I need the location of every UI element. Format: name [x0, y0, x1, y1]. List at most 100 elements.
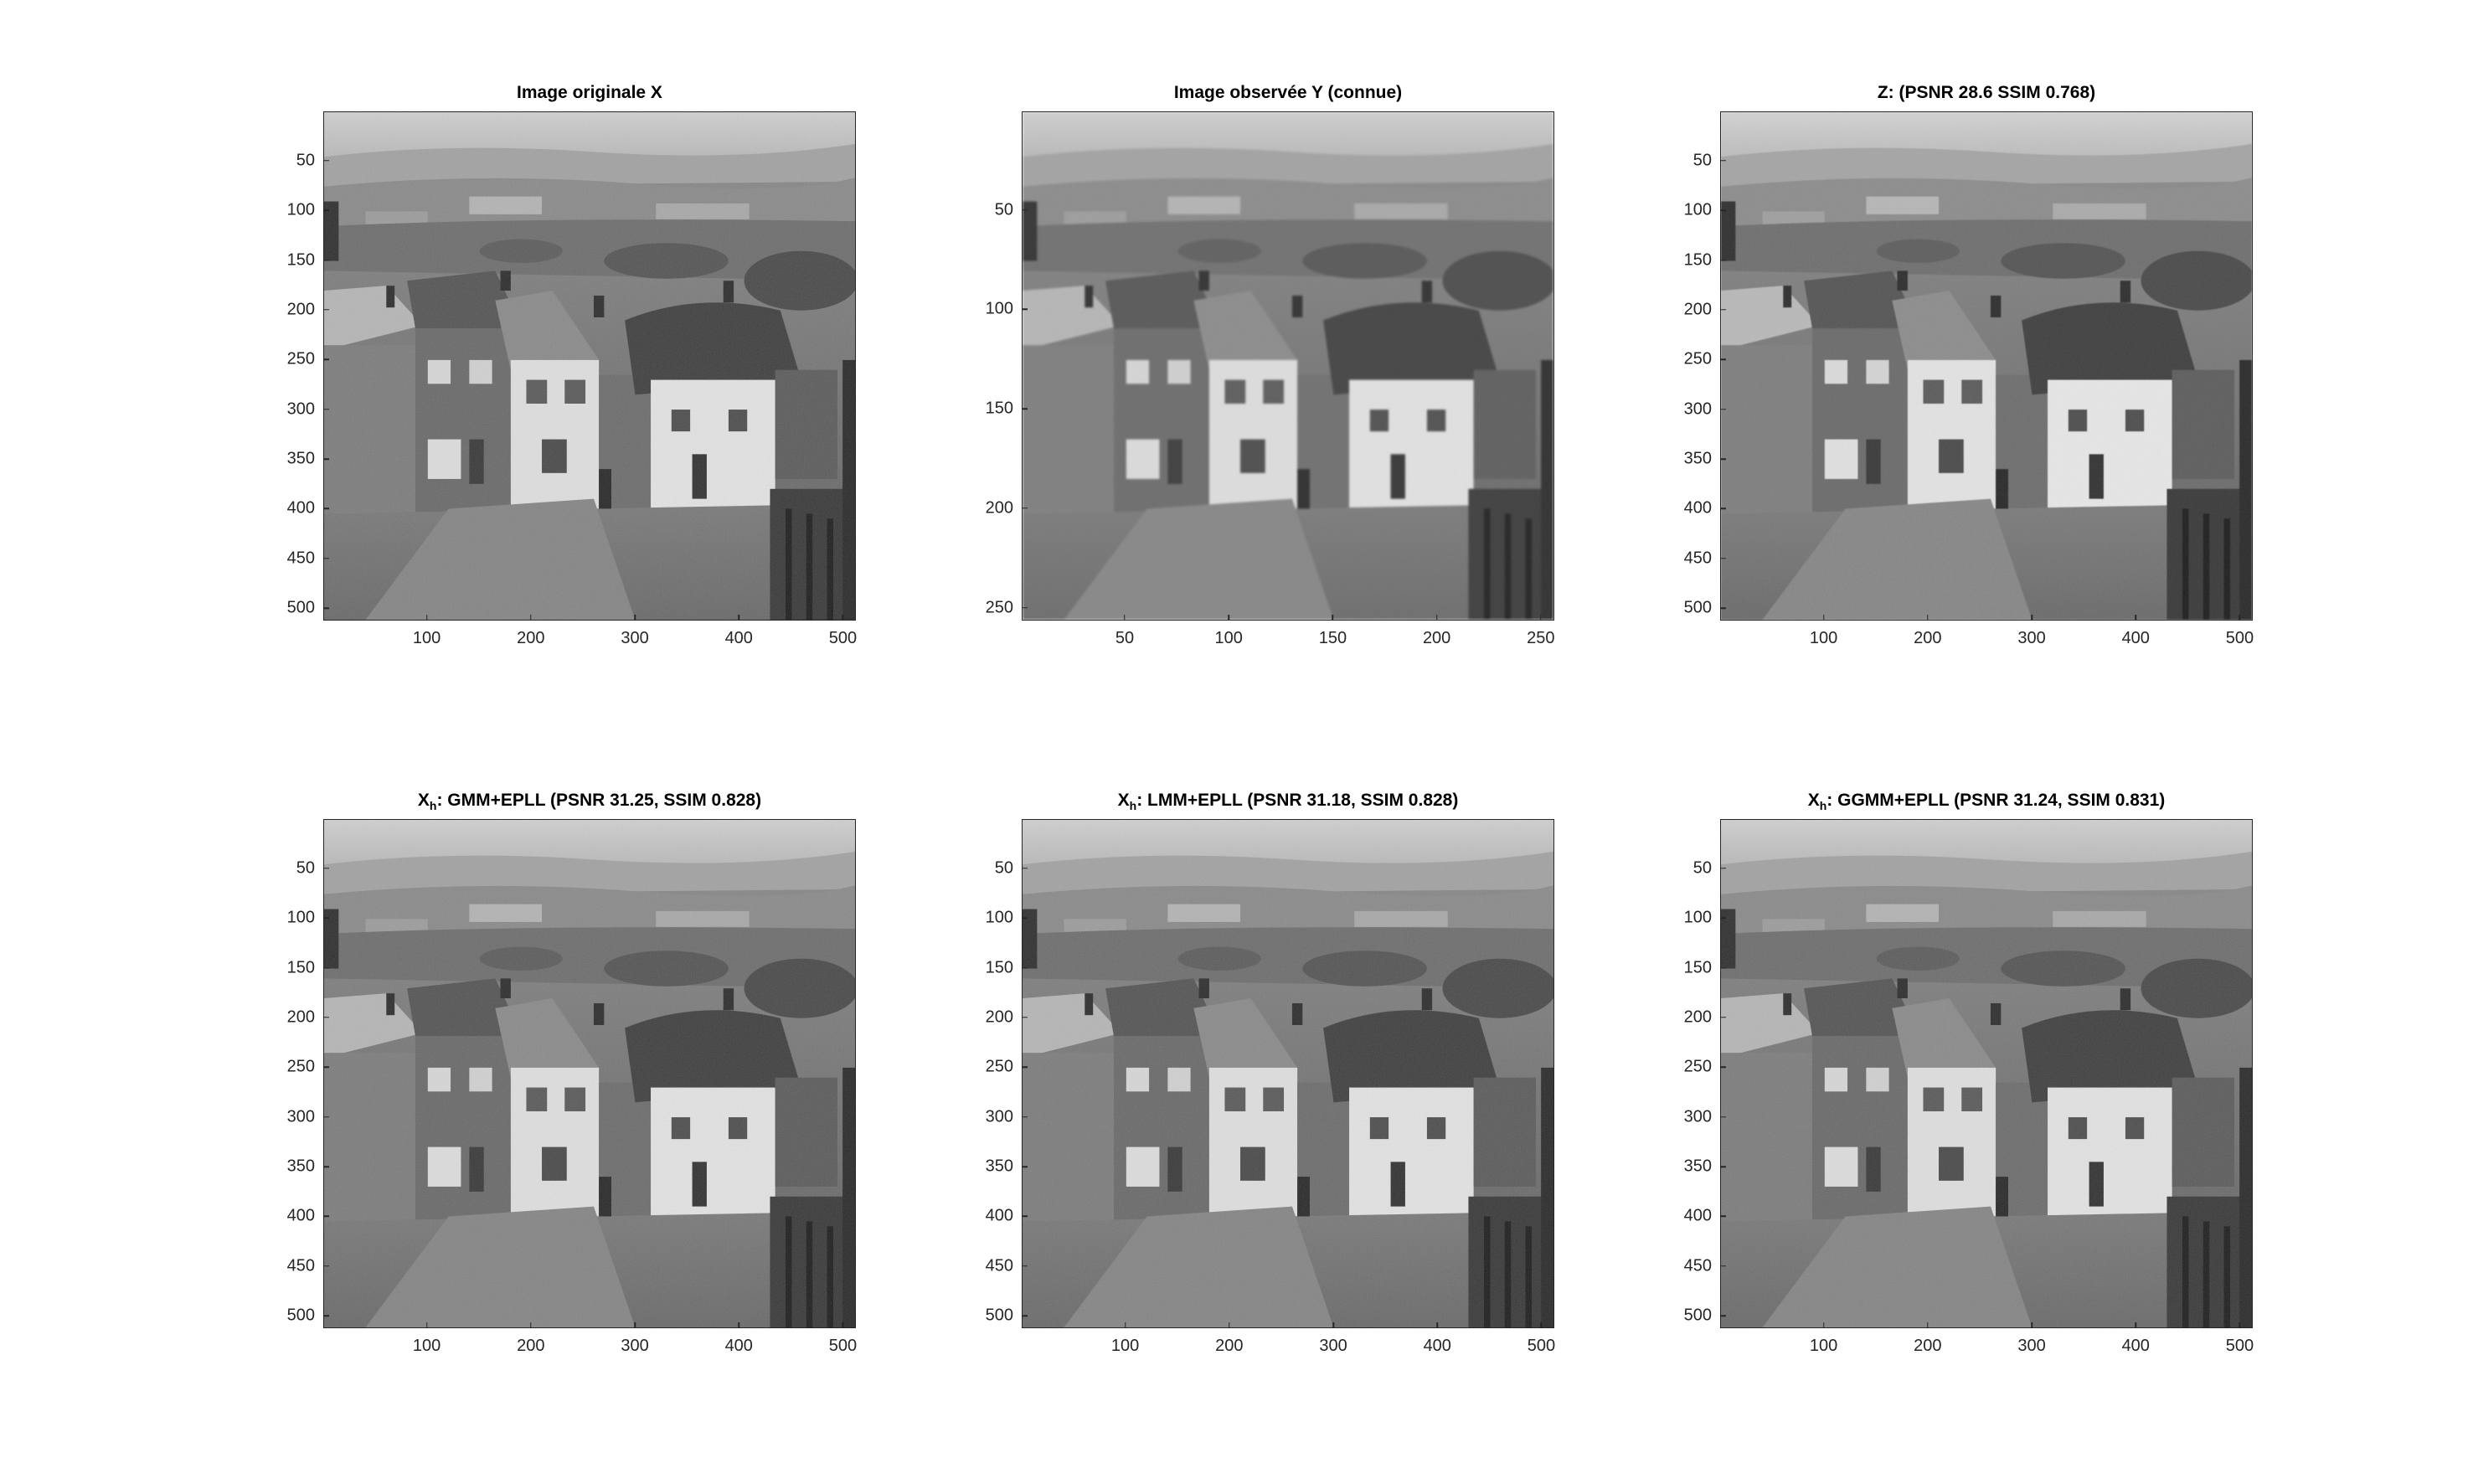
y-tick-label: 300: [286, 1107, 315, 1126]
y-tick-mark: [323, 966, 329, 969]
y-tick-label: 400: [1683, 498, 1712, 518]
y-tick-mark: [323, 1315, 329, 1317]
x-tick-mark: [738, 615, 739, 621]
x-tick-label: 50: [1115, 629, 1135, 647]
y-tick-label: 150: [286, 958, 315, 977]
y-tick-label: 350: [985, 1157, 1013, 1176]
panel-title: Image originale X: [517, 83, 662, 102]
x-tick-label: 100: [1809, 629, 1838, 647]
image-axes: [323, 819, 856, 1328]
grayscale-village-hillside-photo-icon: [1721, 820, 2252, 1327]
y-tick-mark: [1720, 917, 1726, 919]
y-tick-mark: [323, 209, 329, 211]
y-tick-label: 200: [286, 300, 315, 319]
panel-title: Image observée Y (connue): [1173, 83, 1403, 102]
grayscale-village-hillside-photo-icon: [324, 820, 855, 1327]
x-tick-label: 500: [828, 1337, 858, 1355]
x-tick-mark: [1540, 1322, 1543, 1328]
y-tick-label: 400: [286, 498, 315, 518]
y-tick-label: 100: [1683, 200, 1712, 219]
y-tick-mark: [1022, 1116, 1028, 1118]
y-tick-mark: [1720, 607, 1726, 609]
y-tick-mark: [323, 1066, 329, 1069]
y-tick-label: 250: [985, 598, 1013, 617]
y-tick-label: 300: [985, 1107, 1013, 1126]
y-tick-mark: [1720, 1166, 1726, 1167]
y-tick-label: 500: [1683, 598, 1712, 617]
y-tick-mark: [1022, 1066, 1028, 1069]
y-tick-label: 450: [286, 1256, 315, 1275]
y-tick-label: 100: [1683, 908, 1712, 927]
panel-title: Xh: GGMM+EPLL (PSNR 31.24, SSIM 0.831): [1807, 791, 2166, 813]
y-tick-label: 100: [985, 908, 1013, 927]
y-tick-mark: [323, 508, 329, 510]
y-tick-mark: [1022, 1017, 1028, 1018]
y-tick-label: 50: [994, 200, 1013, 219]
x-tick-label: 200: [517, 1337, 545, 1355]
y-tick-label: 50: [994, 858, 1013, 878]
y-tick-mark: [1022, 408, 1028, 410]
y-tick-label: 350: [1683, 1157, 1712, 1176]
panel-original: Image originale X 50 100 150 200 250 300 350 40…: [287, 83, 858, 647]
x-tick-mark: [634, 1322, 636, 1328]
x-tick-label: 250: [1527, 629, 1555, 647]
x-tick-label: 100: [412, 629, 441, 647]
x-tick-label: 300: [2017, 629, 2046, 647]
y-tick-mark: [1720, 1265, 1726, 1267]
x-tick-label: 300: [2017, 1337, 2046, 1355]
y-tick-label: 350: [286, 449, 315, 468]
x-tick-label: 400: [1423, 1337, 1451, 1355]
x-tick-mark: [1540, 615, 1542, 621]
x-tick-label: 400: [2121, 1337, 2150, 1355]
y-tick-label: 150: [985, 958, 1013, 977]
y-tick-label: 500: [286, 598, 315, 617]
y-tick-label: 150: [1683, 958, 1712, 977]
x-tick-label: 300: [621, 1337, 649, 1355]
y-tick-label: 300: [286, 399, 315, 419]
x-tick-mark: [1229, 1322, 1230, 1328]
x-tick-mark: [738, 1322, 739, 1328]
panel-z: Z: (PSNR 28.6 SSIM 0.768) 50 100 150 200 250…: [1684, 83, 2254, 647]
x-tick-mark: [2239, 1322, 2241, 1328]
y-tick-label: 350: [286, 1157, 315, 1176]
x-tick-label: 500: [1527, 1337, 1556, 1355]
y-tick-label: 250: [1683, 1057, 1712, 1076]
x-tick-mark: [1228, 615, 1229, 621]
y-tick-label: 250: [286, 349, 315, 368]
y-tick-mark: [1720, 358, 1726, 361]
y-tick-label: 500: [1683, 1306, 1712, 1325]
y-tick-mark: [323, 1017, 329, 1018]
x-tick-label: 100: [412, 1337, 441, 1355]
y-tick-label: 450: [1683, 1256, 1712, 1275]
y-tick-label: 50: [296, 858, 315, 878]
x-tick-label: 500: [2225, 629, 2254, 647]
y-tick-label: 200: [1683, 1007, 1712, 1027]
y-tick-mark: [1720, 868, 1726, 869]
x-tick-label: 300: [1319, 1337, 1347, 1355]
y-tick-mark: [323, 1215, 329, 1218]
y-tick-label: 150: [985, 399, 1013, 418]
y-tick-mark: [1022, 606, 1028, 609]
y-tick-label: 200: [286, 1007, 315, 1027]
grayscale-village-hillside-photo-icon: [1023, 112, 1553, 620]
y-tick-mark: [1022, 1166, 1028, 1167]
x-tick-mark: [425, 1322, 428, 1328]
x-tick-label: 200: [1914, 1337, 1942, 1355]
x-tick-mark: [1124, 1322, 1126, 1328]
x-tick-mark: [2135, 1322, 2136, 1328]
y-tick-label: 150: [286, 250, 315, 270]
y-tick-label: 100: [985, 299, 1013, 318]
y-tick-label: 100: [286, 908, 315, 927]
x-tick-mark: [425, 615, 428, 621]
grayscale-village-hillside-photo-icon: [1023, 820, 1553, 1327]
panel-title: Xh: LMM+EPLL (PSNR 31.18, SSIM 0.828): [1117, 791, 1459, 813]
x-tick-mark: [1822, 615, 1825, 621]
y-tick-mark: [1720, 1017, 1726, 1018]
grayscale-village-hillside-photo-icon: [324, 112, 855, 620]
x-tick-mark: [2031, 1322, 2032, 1328]
panel-observed: Image observée Y (connue) 50 100 150 200 250…: [986, 83, 1555, 647]
x-tick-mark: [1822, 1322, 1825, 1328]
y-tick-label: 100: [286, 200, 315, 219]
panel-lmm: Xh: LMM+EPLL (PSNR 31.18, SSIM 0.828) 50…: [986, 791, 1556, 1355]
y-tick-mark: [323, 558, 329, 559]
